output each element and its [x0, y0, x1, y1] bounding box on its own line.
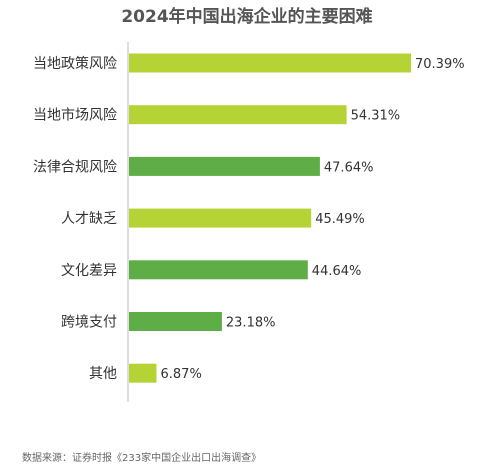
bar-3	[129, 156, 320, 176]
category-label-3: 法律合规风险	[33, 159, 117, 175]
value-label-3: 47.64%	[324, 160, 374, 175]
category-label-4: 人才缺乏	[61, 211, 117, 227]
bar-1	[129, 53, 411, 73]
chart-title: 2024年中国出海企业的主要困难	[121, 6, 372, 27]
category-label-2: 当地市场风险	[33, 107, 117, 124]
value-label-4: 45.49%	[315, 212, 365, 227]
bar-7	[129, 363, 157, 383]
value-label-6: 23.18%	[226, 316, 276, 331]
source-note: 数据来源：证券时报《233家中国企业出口出海调查》	[22, 451, 261, 464]
bars-group: 当地政策风险 70.39% 当地市场风险 54.31% 法律合规风险 47.64% 人才缺乏…	[33, 53, 465, 383]
value-label-5: 44.64%	[312, 264, 362, 279]
category-label-6: 跨境支付	[61, 315, 117, 331]
category-label-5: 文化差异	[61, 263, 117, 279]
category-label-1: 当地政策风险	[33, 55, 117, 72]
bar-4	[129, 208, 312, 228]
value-label-2: 54.31%	[351, 109, 401, 124]
value-label-1: 70.39%	[415, 57, 465, 72]
bar-2	[129, 105, 347, 125]
value-label-7: 6.87%	[161, 367, 202, 382]
category-label-7: 其他	[89, 366, 117, 382]
bar-6	[129, 312, 222, 331]
bar-5	[129, 260, 308, 280]
